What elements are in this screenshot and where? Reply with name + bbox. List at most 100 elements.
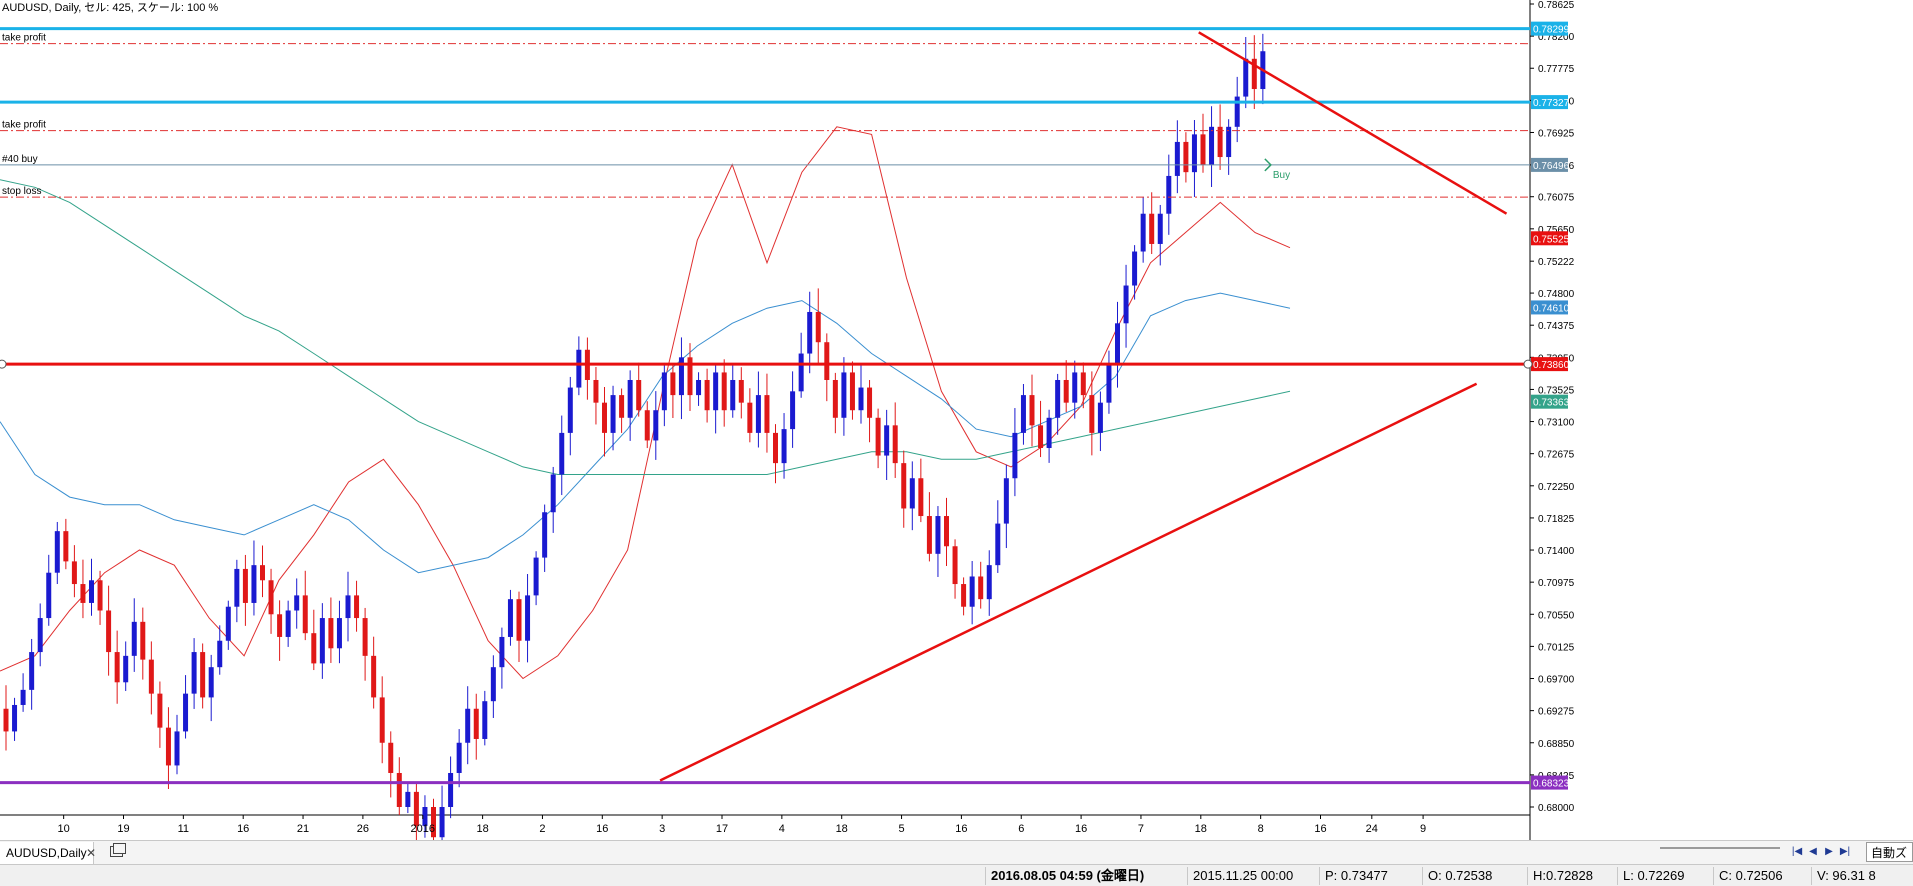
time-tick-label: 6 xyxy=(1018,823,1024,835)
status-separator xyxy=(1713,867,1714,885)
candle-body xyxy=(165,727,171,766)
candle-body xyxy=(1166,175,1172,214)
candle-body xyxy=(1046,417,1052,449)
chart-tab[interactable]: AUDUSD,Daily xyxy=(0,842,94,864)
status-separator xyxy=(985,867,986,885)
candle-body xyxy=(1157,213,1163,244)
candle-body xyxy=(730,379,736,411)
candle-body xyxy=(576,349,582,388)
level-label: take profit xyxy=(2,33,46,44)
price-tick-label: 0.71825 xyxy=(1538,514,1575,525)
status-separator xyxy=(1617,867,1618,885)
candle-body xyxy=(559,432,565,475)
chart-background xyxy=(0,0,1913,840)
candle-body xyxy=(80,584,86,603)
candle-body xyxy=(849,372,855,411)
candle-body xyxy=(884,425,890,456)
status-separator xyxy=(1811,867,1812,885)
price-tick-label: 0.69700 xyxy=(1538,675,1575,686)
price-tick-label: 0.78200 xyxy=(1538,32,1575,43)
price-tick-label: 0.74800 xyxy=(1538,289,1575,300)
candle-body xyxy=(1063,379,1069,403)
candle-body xyxy=(285,610,291,637)
price-tick-label: 0.73100 xyxy=(1538,418,1575,429)
auto-zoom-button[interactable]: 自動ズー xyxy=(1866,842,1913,880)
candle-body xyxy=(610,395,616,433)
candle-body xyxy=(448,772,454,807)
candle-body xyxy=(721,372,727,411)
time-tick-label: 16 xyxy=(237,823,249,835)
candle-body xyxy=(97,580,103,611)
candle-body xyxy=(935,516,941,554)
buy-trade-label: Buy xyxy=(1273,170,1290,181)
price-chart[interactable]: take profit take profit #40 buy stop loss 0… xyxy=(0,0,1913,840)
candle-body xyxy=(345,595,351,619)
window-icon[interactable] xyxy=(110,843,126,857)
candle-body xyxy=(1038,425,1044,449)
candle-body xyxy=(781,429,787,464)
candle-body xyxy=(499,636,505,668)
time-tick-label: 16 xyxy=(1314,823,1326,835)
time-tick-label: 11 xyxy=(178,823,189,835)
time-tick-label: 16 xyxy=(1075,823,1087,835)
time-axis: 10 19 11 16 21 26 2016 18 2 16 3 17 4 18 5 16 6 16 7 18 8 16 2… xyxy=(58,815,1426,835)
line-handle-left xyxy=(0,359,7,369)
status-close: C: 0.72506 xyxy=(1719,868,1783,883)
candle-body xyxy=(1243,58,1249,97)
price-tag-box xyxy=(1531,157,1568,172)
time-tick-label: 17 xyxy=(716,823,728,835)
chart-info-text: AUDUSD, Daily, セル: 425, スケール: 100 % xyxy=(2,1,218,14)
candle-body xyxy=(969,576,975,607)
price-tag-value: 0.73860 xyxy=(1533,360,1570,371)
status-high: H:0.72828 xyxy=(1533,868,1593,883)
price-tag-box xyxy=(1531,357,1568,372)
first-page-icon[interactable]: |◀ xyxy=(1791,846,1803,857)
candle-body xyxy=(46,572,52,619)
candle-body xyxy=(687,357,693,396)
price-tick-label: 0.75222 xyxy=(1538,257,1575,268)
close-icon[interactable]: ✕ xyxy=(86,846,97,860)
next-page-icon[interactable]: ▶ xyxy=(1825,846,1833,857)
time-tick-label: 4 xyxy=(779,823,785,835)
candle-body xyxy=(636,379,642,411)
chart-tab-bar: AUDUSD,Daily ✕ |◀ ◀ ▶ ▶| 自動ズー xyxy=(0,840,1913,880)
candle-body xyxy=(1089,395,1095,433)
candle-body xyxy=(678,357,684,396)
candle-body xyxy=(1209,126,1215,165)
candle-body xyxy=(123,655,129,683)
candle-body xyxy=(1251,58,1257,90)
time-tick-label: 2 xyxy=(539,823,545,835)
price-tick-label: 0.78625 xyxy=(1538,0,1575,11)
time-tick-label: 5 xyxy=(898,823,904,835)
time-tick-label: 8 xyxy=(1258,823,1264,835)
candle-body xyxy=(1115,323,1120,365)
candle-body xyxy=(473,708,479,739)
time-tick-label: 9 xyxy=(1420,823,1426,835)
time-tick-label: 7 xyxy=(1138,823,1144,835)
candle-body xyxy=(1191,134,1197,173)
last-page-icon[interactable]: ▶| xyxy=(1839,846,1851,857)
candle-body xyxy=(388,742,394,773)
price-tag-value: 0.78299 xyxy=(1533,25,1570,36)
status-bar-time: 2015.11.25 00:00 xyxy=(1193,868,1294,883)
buy-arrow-icon xyxy=(1264,158,1272,172)
candle-body xyxy=(422,807,428,826)
status-separator xyxy=(1422,867,1423,885)
candle-body xyxy=(277,614,283,637)
time-tick-label: 16 xyxy=(596,823,608,835)
price-tick-label: 0.73525 xyxy=(1538,385,1575,396)
candle-body xyxy=(63,531,69,562)
candle-body xyxy=(619,395,625,418)
candle-body xyxy=(12,704,18,732)
price-tick-label: 0.70125 xyxy=(1538,642,1575,653)
candle-body xyxy=(738,379,744,403)
price-tag-value: 0.73363 xyxy=(1533,398,1570,409)
prev-page-icon[interactable]: ◀ xyxy=(1809,846,1817,857)
candle-body xyxy=(516,599,522,641)
candle-body xyxy=(815,311,821,343)
candle-body xyxy=(841,372,847,418)
scrollbar[interactable] xyxy=(1660,847,1780,849)
candle-body xyxy=(37,618,43,653)
candle-body xyxy=(670,372,676,396)
candle-body xyxy=(1097,402,1103,433)
